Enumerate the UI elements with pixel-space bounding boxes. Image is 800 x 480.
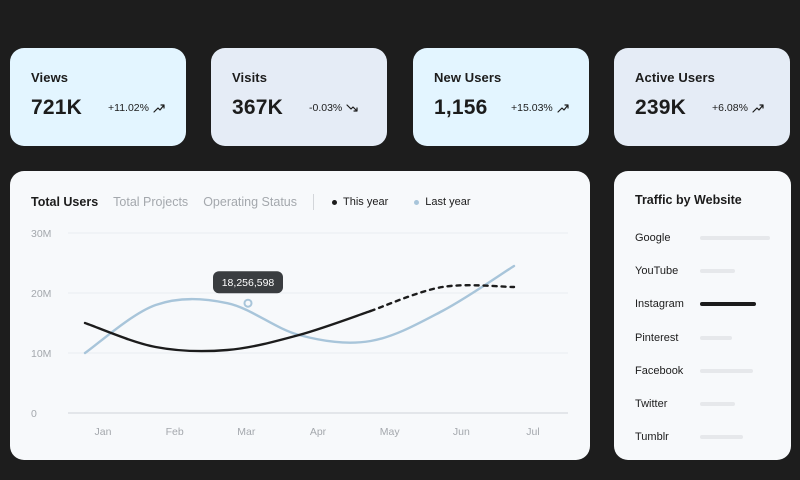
- legend-last-year: Last year: [414, 196, 471, 208]
- legend-label: Last year: [425, 196, 471, 208]
- x-tick-label: Jun: [453, 426, 470, 438]
- stat-title: New Users: [434, 70, 502, 85]
- trend-up-icon: [153, 104, 165, 113]
- traffic-row-google: Google: [635, 221, 791, 254]
- series-line-last-year: [83, 264, 516, 355]
- series-line-this-year: [83, 309, 372, 353]
- tooltip-box: [213, 271, 283, 294]
- traffic-site-name: Twitter: [635, 398, 668, 411]
- stat-change: +15.03%: [511, 102, 553, 114]
- x-tick-label: May: [380, 426, 401, 438]
- stat-card-active-users: Active Users 239K +6.08%: [614, 48, 790, 146]
- tab-total-users[interactable]: Total Users: [31, 195, 99, 209]
- traffic-bar: [700, 402, 735, 407]
- traffic-by-website-card: Traffic by Website Google YouTube Instagra…: [614, 171, 791, 460]
- stat-change: +6.08%: [712, 102, 748, 114]
- stat-title: Views: [31, 70, 69, 85]
- stat-value: 367K: [232, 96, 284, 119]
- traffic-site-name: Tumblr: [635, 431, 669, 444]
- stat-card-new-users: New Users 1,156 +15.03%: [413, 48, 589, 146]
- traffic-bar: [700, 435, 744, 440]
- tab-operating-status[interactable]: Operating Status: [203, 195, 297, 209]
- legend-dot-this-year: [332, 199, 337, 205]
- traffic-site-name: YouTube: [635, 264, 679, 277]
- traffic-row-tumblr: Tumblr: [635, 421, 791, 454]
- stat-change: -0.03%: [309, 102, 343, 114]
- traffic-row-pinterest: Pinterest: [635, 321, 791, 354]
- y-tick-label: 20M: [31, 288, 51, 300]
- traffic-bar: [700, 368, 753, 373]
- series-line-this-year-projection: [369, 284, 516, 313]
- trend-up-icon: [557, 104, 569, 113]
- traffic-title: Traffic by Website: [635, 193, 742, 207]
- stat-value: 1,156: [434, 96, 488, 119]
- traffic-site-name: Instagram: [635, 298, 684, 311]
- traffic-row-instagram: Instagram: [635, 288, 791, 321]
- x-tick-label: Mar: [237, 426, 256, 438]
- tab-total-projects[interactable]: Total Projects: [113, 195, 189, 209]
- stat-title: Active Users: [635, 70, 715, 85]
- total-users-chart-card: Total Users Total Projects Operating Sta…: [10, 171, 590, 460]
- stat-value: 721K: [31, 96, 83, 119]
- traffic-site-name: Facebook: [635, 364, 684, 377]
- legend-dot-last-year: [414, 199, 420, 205]
- header-divider: [313, 194, 314, 210]
- traffic-bar: [700, 335, 732, 340]
- line-chart: 30M 20M 10M 0 Jan Feb Mar Apr May Jun Jul 18,256,59…: [31, 228, 568, 438]
- legend-label: This year: [343, 196, 389, 208]
- stat-change: +11.02%: [108, 102, 149, 114]
- traffic-list: Google YouTube Instagram Pinterest Facebook T…: [635, 221, 791, 454]
- x-tick-label: Apr: [310, 426, 327, 438]
- chart-header: Total Users Total Projects Operating Sta…: [31, 194, 497, 210]
- x-tick-label: Jul: [526, 426, 539, 438]
- traffic-site-name: Pinterest: [635, 331, 679, 344]
- x-tick-label: Jan: [95, 426, 112, 438]
- tooltip-value: 18,256,598: [222, 277, 275, 289]
- trend-down-icon: [346, 104, 358, 112]
- y-tick-label: 30M: [31, 228, 51, 240]
- y-tick-label: 10M: [31, 348, 51, 360]
- stat-value: 239K: [635, 96, 687, 119]
- stat-title: Visits: [232, 70, 268, 85]
- traffic-row-facebook: Facebook: [635, 354, 791, 387]
- traffic-bar: [700, 302, 756, 307]
- traffic-bar: [700, 235, 770, 240]
- traffic-row-youtube: YouTube: [635, 254, 791, 287]
- traffic-bar: [700, 268, 735, 273]
- highlight-point: [243, 298, 253, 308]
- traffic-site-name: Google: [635, 231, 671, 244]
- trend-up-icon: [752, 104, 764, 113]
- x-tick-label: Feb: [166, 426, 184, 438]
- traffic-row-twitter: Twitter: [635, 387, 791, 420]
- stat-card-visits: Visits 367K -0.03%: [211, 48, 387, 146]
- legend-this-year: This year: [332, 196, 388, 208]
- y-tick-label: 0: [31, 408, 37, 420]
- stat-card-views: Views 721K +11.02%: [10, 48, 186, 146]
